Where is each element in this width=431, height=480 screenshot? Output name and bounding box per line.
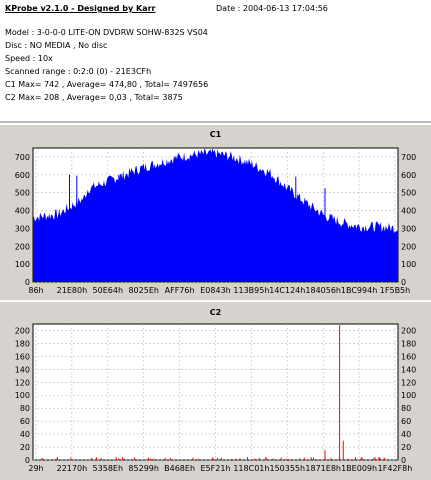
header-divider <box>0 121 431 123</box>
y-tick-label-right: 0 <box>401 456 406 465</box>
scanned-range: Scanned range : 0:2:0 (0) - 21E3CFh <box>5 67 152 76</box>
y-tick-label-left: 200 <box>15 326 30 335</box>
c2-chart-panel: C2 0 0 20 20 40 40 60 60 80 80 100 100 120 120 140 140 1… <box>0 302 431 480</box>
x-tick-label: 29h <box>28 464 43 473</box>
x-tick-label: E0843h <box>200 286 230 295</box>
x-tick-label: 86h <box>28 286 43 295</box>
y-tick-label-left: 60 <box>20 417 30 426</box>
y-tick-label-right: 120 <box>401 378 416 387</box>
y-tick-label-left: 40 <box>20 430 30 439</box>
y-tick-label-left: 400 <box>15 207 30 216</box>
x-tick-label: E5F21h <box>201 464 231 473</box>
x-tick-label: AFF76h <box>165 286 195 295</box>
y-tick-label-left: 0 <box>25 278 30 287</box>
y-tick-label-left: 140 <box>15 365 30 374</box>
y-tick-label-left: 200 <box>15 242 30 251</box>
c1-chart: 0 0 100 100 200 200 300 300 400 400 500 500 600 600 70… <box>15 147 416 295</box>
x-tick-label: 14C124h <box>269 286 305 295</box>
y-tick-label-right: 700 <box>401 153 416 162</box>
y-tick-label-right: 500 <box>401 189 416 198</box>
x-tick-label: 1BE009h <box>341 464 377 473</box>
drive-model: Model : 3-0-0-0 LITE-ON DVDRW SOHW-832S … <box>5 28 208 37</box>
y-tick-label-right: 200 <box>401 242 416 251</box>
y-tick-label-left: 300 <box>15 224 30 233</box>
y-tick-label-right: 200 <box>401 326 416 335</box>
x-tick-label: 50E64h <box>93 286 123 295</box>
disc-info: Disc : NO MEDIA , No disc <box>5 41 108 50</box>
y-tick-label-right: 400 <box>401 207 416 216</box>
x-tick-label: B468Eh <box>164 464 195 473</box>
x-tick-label: 1F5B5h <box>380 286 410 295</box>
x-tick-label: 5358Eh <box>93 464 123 473</box>
y-tick-label-left: 80 <box>20 404 30 413</box>
y-tick-label-right: 180 <box>401 339 416 348</box>
y-tick-label-right: 80 <box>401 404 411 413</box>
report-header: KProbe v2.1.0 - Designed by Karr Date : … <box>0 0 431 120</box>
app-title: KProbe v2.1.0 - Designed by Karr <box>5 4 156 13</box>
y-tick-label-left: 160 <box>15 352 30 361</box>
c2-summary: C2 Max= 208 , Average= 0,03 , Total= 387… <box>5 93 183 102</box>
c1-summary: C1 Max= 742 , Average= 474,80 , Total= 7… <box>5 80 209 89</box>
x-tick-label: 1871E8h <box>305 464 341 473</box>
y-tick-label-left: 700 <box>15 153 30 162</box>
speed-info: Speed : 10x <box>5 54 53 63</box>
y-tick-label-left: 100 <box>15 260 30 269</box>
c2-chart: 0 0 20 20 40 40 60 60 80 80 100 100 120 120 140 140 160 1… <box>15 323 416 473</box>
x-tick-label: 1F42F8h <box>378 464 413 473</box>
x-tick-label: 118C01h <box>233 464 269 473</box>
y-tick-label-right: 100 <box>401 391 416 400</box>
x-tick-label: 85299h <box>128 464 159 473</box>
y-tick-label-left: 20 <box>20 443 30 452</box>
c2-chart-title: C2 <box>209 308 222 317</box>
c1-series-area <box>33 148 398 282</box>
y-tick-label-right: 600 <box>401 171 416 180</box>
x-tick-label: 22170h <box>57 464 88 473</box>
y-tick-label-right: 0 <box>401 278 406 287</box>
y-tick-label-left: 600 <box>15 171 30 180</box>
x-tick-label: 21E80h <box>57 286 87 295</box>
x-tick-label: 8025Eh <box>128 286 158 295</box>
y-tick-label-left: 120 <box>15 378 30 387</box>
y-tick-label-left: 0 <box>25 456 30 465</box>
x-tick-label: 113B95h <box>233 286 269 295</box>
y-tick-label-left: 100 <box>15 391 30 400</box>
y-tick-label-right: 160 <box>401 352 416 361</box>
y-tick-label-right: 300 <box>401 224 416 233</box>
c1-chart-panel: C1 0 0 100 100 200 200 300 300 400 400 500 500 600 60… <box>0 125 431 300</box>
x-tick-label: 184056h <box>305 286 341 295</box>
y-tick-label-right: 140 <box>401 365 416 374</box>
y-tick-label-right: 20 <box>401 443 411 452</box>
y-tick-label-left: 180 <box>15 339 30 348</box>
y-tick-label-right: 60 <box>401 417 411 426</box>
x-tick-label: 1BC994h <box>341 286 377 295</box>
scan-date: Date : 2004-06-13 17:04:56 <box>216 4 328 13</box>
c1-chart-title: C1 <box>209 130 222 139</box>
y-tick-label-left: 500 <box>15 189 30 198</box>
y-tick-label-right: 100 <box>401 260 416 269</box>
y-tick-label-right: 40 <box>401 430 411 439</box>
x-tick-label: 150355h <box>269 464 305 473</box>
